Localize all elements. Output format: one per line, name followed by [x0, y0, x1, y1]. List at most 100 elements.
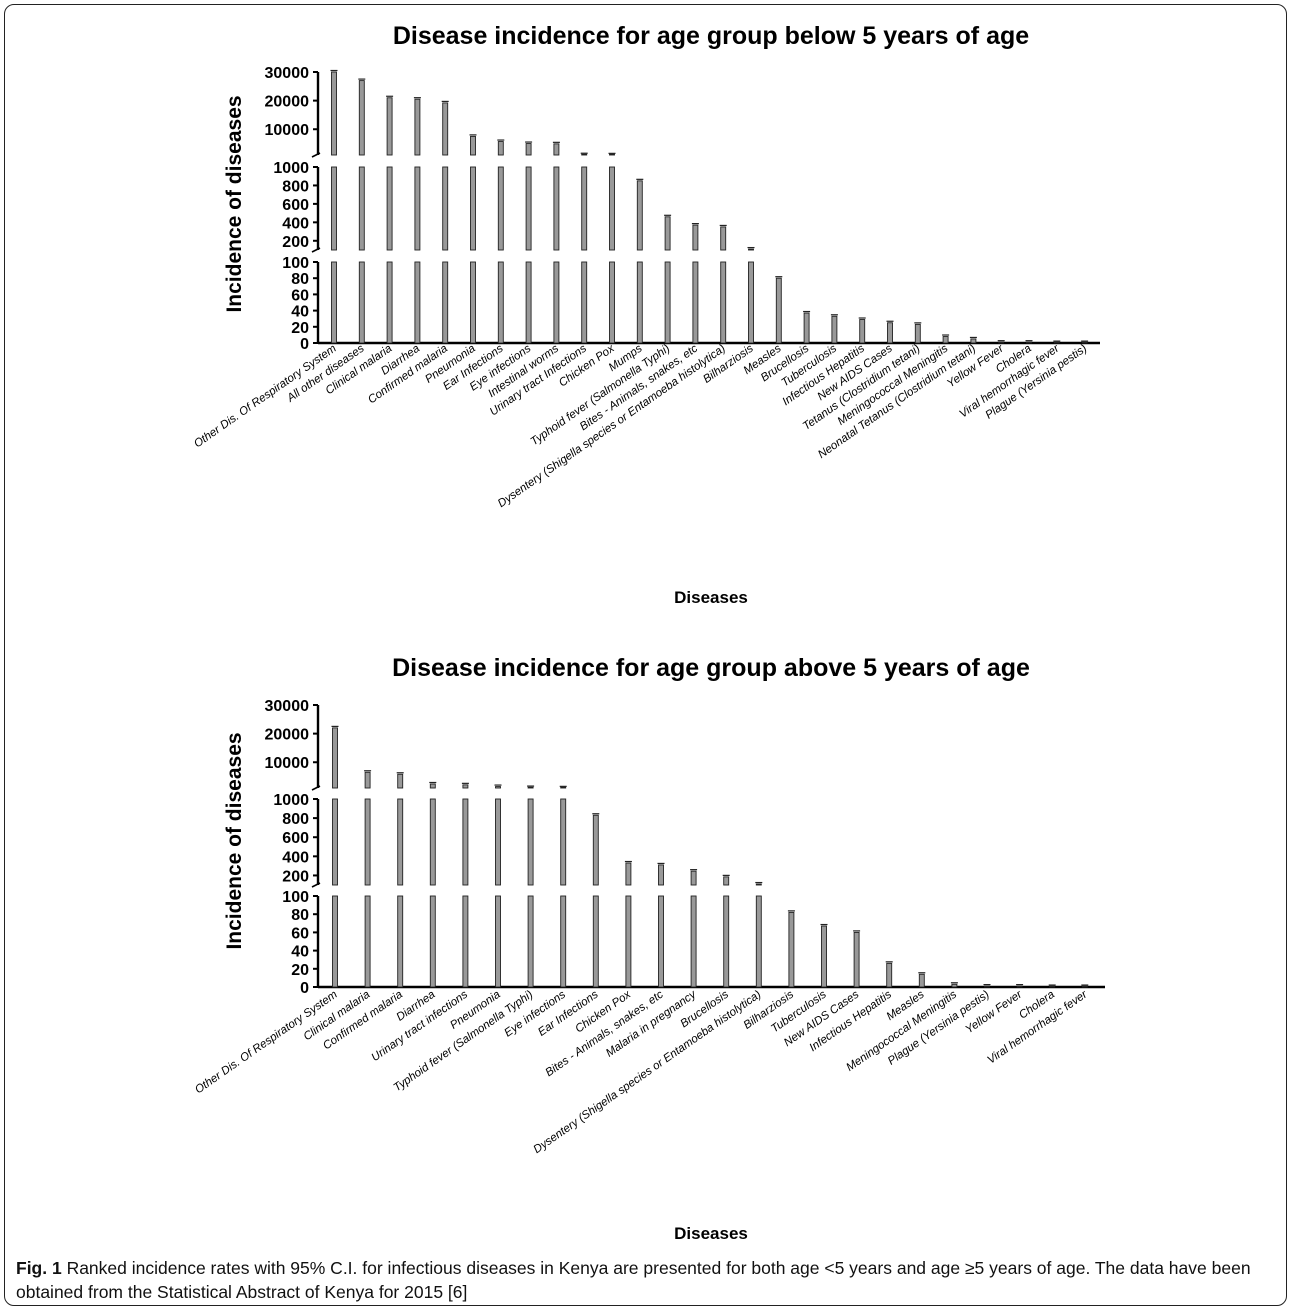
figure-frame [4, 4, 1287, 1306]
bar-7-seg-0 [560, 895, 567, 988]
bar-16-seg-0 [775, 277, 782, 344]
bar-0-seg-1 [332, 798, 338, 886]
figure-caption: Fig. 1 Ranked incidence rates with 95% C… [16, 1256, 1276, 1304]
y-tick-label: 30000 [265, 698, 310, 715]
bar-7-seg-1 [560, 798, 567, 886]
bar-4-seg-2 [442, 102, 449, 156]
bar-8-seg-0 [592, 895, 599, 988]
bar-11-seg-1 [690, 870, 697, 886]
bar-9-seg-1 [581, 166, 588, 251]
y-tick-label: 10000 [265, 755, 310, 772]
bar-22-seg-0 [942, 336, 949, 344]
bar-0-seg-0 [331, 261, 337, 344]
bar-1-seg-1 [358, 166, 365, 251]
bar-4-seg-0 [442, 261, 449, 344]
chart-above-5: Disease incidence for age group above 5 … [193, 654, 1105, 1243]
bar-13-seg-1 [755, 883, 762, 886]
bar-11-seg-0 [636, 261, 643, 344]
y-axis-label: Incidence of diseases [223, 95, 246, 312]
bar-5-seg-1 [495, 798, 501, 886]
bar-2-seg-2 [386, 97, 393, 156]
bar-12-seg-0 [723, 895, 730, 988]
caption-label: Fig. 1 [16, 1258, 62, 1278]
bar-14-seg-0 [788, 911, 795, 988]
x-tick-label: Other Dis. Of Respiratory System [193, 988, 340, 1096]
bar-8-seg-0 [553, 261, 560, 344]
bar-3-seg-1 [429, 798, 436, 886]
y-tick-label: 0 [300, 980, 309, 997]
y-tick-label: 400 [282, 215, 309, 232]
bar-23-seg-0 [1081, 985, 1088, 988]
bar-15-seg-0 [748, 261, 754, 344]
bar-9-seg-0 [581, 261, 588, 344]
bar-19-seg-0 [951, 983, 958, 988]
y-tick-label: 1000 [273, 160, 309, 177]
bar-7-seg-1 [525, 166, 532, 251]
axis-break-mark [311, 152, 321, 158]
bar-26-seg-0 [1053, 341, 1060, 344]
y-tick-label: 100 [282, 255, 309, 272]
chart-title: Disease incidence for age group above 5 … [392, 654, 1030, 682]
bar-6-seg-2 [497, 141, 504, 156]
bar-6-seg-0 [527, 895, 534, 988]
bar-23-seg-0 [970, 338, 977, 344]
bar-6-seg-1 [527, 798, 534, 886]
bar-6-seg-2 [527, 786, 534, 789]
bars [330, 69, 1089, 344]
bar-1-seg-2 [358, 80, 365, 156]
y-tick-label: 60 [291, 287, 309, 304]
caption-text: Ranked incidence rates with 95% C.I. for… [16, 1258, 1251, 1302]
bar-10-seg-0 [658, 895, 664, 988]
bar-21-seg-0 [1016, 985, 1023, 988]
y-tick-label: 200 [282, 234, 309, 251]
bar-12-seg-1 [723, 876, 730, 886]
bar-20-seg-0 [984, 985, 990, 988]
bar-9-seg-0 [625, 895, 632, 988]
bar-5-seg-1 [470, 166, 476, 251]
bar-0-seg-0 [332, 895, 338, 988]
x-tick-label: Other Dis. Of Respiratory System [192, 342, 339, 450]
bar-2-seg-1 [397, 798, 404, 886]
bar-9-seg-1 [625, 862, 632, 886]
bar-10-seg-2 [609, 153, 615, 156]
bar-27-seg-0 [1081, 341, 1088, 344]
y-tick-label: 80 [291, 271, 309, 288]
y-tick-label: 600 [282, 830, 309, 847]
y-tick-label: 60 [291, 925, 309, 942]
y-tick-label: 30000 [265, 65, 310, 82]
y-tick-label: 20000 [265, 727, 310, 744]
bar-1-seg-2 [364, 771, 371, 789]
x-tick-labels: Other Dis. Of Respiratory SystemClinical… [193, 988, 1090, 1156]
bar-5-seg-2 [495, 786, 501, 789]
bar-4-seg-1 [442, 166, 449, 251]
bar-3-seg-0 [429, 895, 436, 988]
bar-10-seg-1 [609, 166, 615, 251]
bar-18-seg-0 [918, 973, 925, 988]
bar-13-seg-0 [755, 895, 762, 988]
bar-1-seg-0 [364, 895, 371, 988]
bar-19-seg-0 [859, 319, 866, 344]
y-axis-label: Incidence of diseases [223, 732, 246, 949]
bar-0-seg-1 [331, 166, 337, 251]
bar-22-seg-0 [1049, 985, 1056, 988]
bar-0-seg-2 [332, 727, 338, 789]
bar-8-seg-2 [553, 143, 560, 156]
y-tick-label: 800 [282, 178, 309, 195]
bar-3-seg-1 [414, 166, 421, 251]
bar-7-seg-2 [525, 143, 532, 156]
bar-4-seg-1 [462, 798, 469, 886]
x-axis-label: Diseases [674, 588, 748, 607]
chart-title: Disease incidence for age group below 5 … [393, 22, 1029, 50]
bar-16-seg-0 [853, 931, 860, 988]
bar-4-seg-0 [462, 895, 469, 988]
axis-break-mark [311, 247, 321, 253]
bar-2-seg-0 [397, 895, 404, 988]
bar-10-seg-0 [609, 261, 615, 344]
bar-18-seg-0 [831, 315, 838, 344]
bar-15-seg-0 [821, 925, 827, 988]
y-tick-label: 20 [291, 320, 309, 337]
bar-14-seg-1 [720, 226, 727, 251]
bar-12-seg-1 [664, 216, 671, 251]
